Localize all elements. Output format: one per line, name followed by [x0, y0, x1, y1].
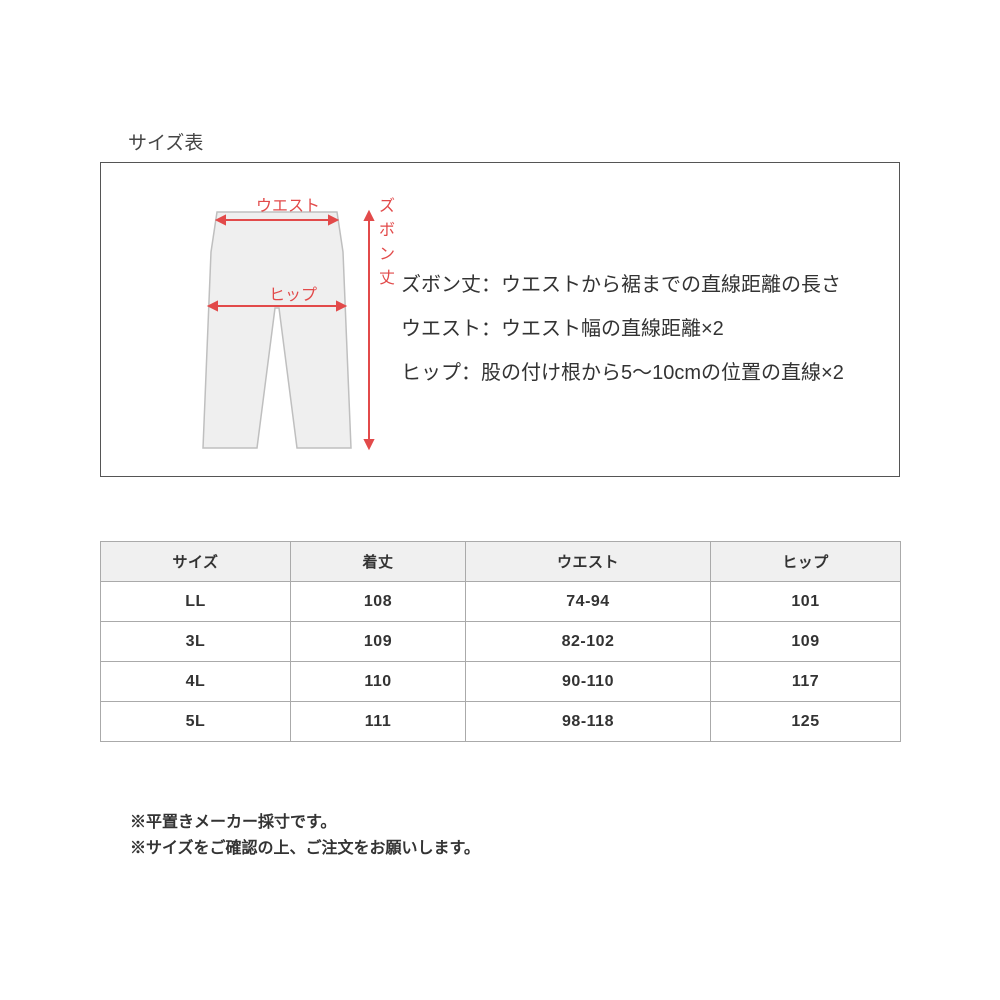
- size-table: サイズ 着丈 ウエスト ヒップ LL 108 74-94 101 3L 109 …: [100, 541, 901, 742]
- cell-waist: 74-94: [466, 582, 711, 622]
- cell-hip: 109: [711, 622, 901, 662]
- pants-shape: [203, 212, 351, 448]
- col-header-hip: ヒップ: [711, 542, 901, 582]
- desc-length: ズボン丈：ウエストから裾までの直線距離の長さ: [401, 263, 844, 307]
- table-row: 4L 110 90-110 117: [101, 662, 901, 702]
- table-header-row: サイズ 着丈 ウエスト ヒップ: [101, 542, 901, 582]
- cell-waist: 90-110: [466, 662, 711, 702]
- desc-hip: ヒップ：股の付け根から5〜10cmの位置の直線×2: [401, 351, 844, 395]
- col-header-length: 着丈: [291, 542, 466, 582]
- cell-hip: 117: [711, 662, 901, 702]
- table-row: 3L 109 82-102 109: [101, 622, 901, 662]
- note-line: ※サイズをご確認の上、ご注文をお願いします。: [130, 836, 480, 862]
- label-length: ズボン丈: [379, 192, 395, 288]
- diagram-container: ウエスト ズボン丈 ヒップ ズボン丈：ウエストから裾までの直線距離の長さ ウエス…: [100, 162, 900, 477]
- col-header-waist: ウエスト: [466, 542, 711, 582]
- pants-diagram: ウエスト ズボン丈 ヒップ: [161, 188, 381, 463]
- cell-size: 3L: [101, 622, 291, 662]
- cell-size: 5L: [101, 702, 291, 742]
- cell-hip: 101: [711, 582, 901, 622]
- cell-waist: 98-118: [466, 702, 711, 742]
- measurement-descriptions: ズボン丈：ウエストから裾までの直線距離の長さ ウエスト：ウエスト幅の直線距離×2…: [401, 263, 844, 395]
- col-header-size: サイズ: [101, 542, 291, 582]
- section-title: サイズ表: [128, 128, 203, 155]
- length-arrow: [365, 212, 373, 448]
- cell-waist: 82-102: [466, 622, 711, 662]
- cell-length: 111: [291, 702, 466, 742]
- desc-waist: ウエスト：ウエスト幅の直線距離×2: [401, 307, 844, 351]
- cell-size: LL: [101, 582, 291, 622]
- cell-length: 108: [291, 582, 466, 622]
- label-waist: ウエスト: [256, 192, 320, 216]
- cell-length: 110: [291, 662, 466, 702]
- table-row: LL 108 74-94 101: [101, 582, 901, 622]
- footnotes: ※平置きメーカー採寸です。 ※サイズをご確認の上、ご注文をお願いします。: [130, 810, 480, 862]
- cell-length: 109: [291, 622, 466, 662]
- label-hip: ヒップ: [269, 281, 317, 305]
- cell-hip: 125: [711, 702, 901, 742]
- cell-size: 4L: [101, 662, 291, 702]
- table-row: 5L 111 98-118 125: [101, 702, 901, 742]
- note-line: ※平置きメーカー採寸です。: [130, 810, 480, 836]
